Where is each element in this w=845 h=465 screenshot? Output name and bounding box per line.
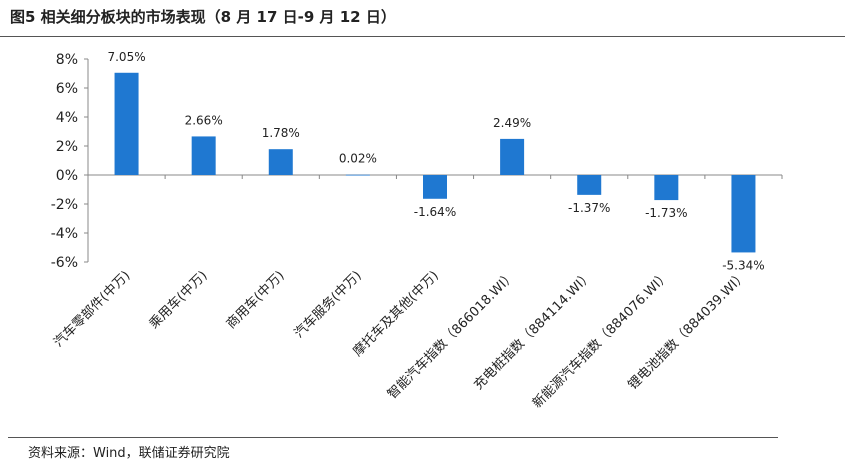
bar bbox=[500, 138, 525, 175]
bar bbox=[345, 174, 370, 176]
bar-value-label: -5.34% bbox=[722, 258, 764, 272]
bars bbox=[114, 72, 756, 253]
x-category-label: 智能汽车指数（866018.WI） bbox=[384, 268, 519, 403]
y-tick-label: 6% bbox=[56, 81, 78, 97]
bar-value-label: -1.37% bbox=[568, 201, 610, 215]
bar bbox=[577, 175, 602, 195]
y-axis: 8% 6% 4% 2% 0% -2% -4% -6% bbox=[51, 52, 89, 271]
bar-value-label: 0.02% bbox=[339, 152, 377, 166]
x-category-label: 汽车服务(中万) bbox=[291, 268, 365, 342]
x-category-label: 商用车(中万) bbox=[223, 268, 287, 332]
bar bbox=[423, 175, 447, 199]
bar bbox=[731, 175, 756, 253]
bar-value-label: 2.66% bbox=[185, 113, 223, 127]
bar bbox=[268, 149, 293, 175]
y-tick-label: 0% bbox=[56, 168, 78, 184]
x-category-label: 新能源汽车指数（884076.WI） bbox=[529, 268, 673, 412]
x-category-label: 汽车零部件(中万) bbox=[51, 268, 134, 351]
y-tick-label: -6% bbox=[51, 255, 78, 271]
figure-title: 图5 相关细分板块的市场表现（8 月 17 日-9 月 12 日） bbox=[10, 8, 396, 26]
bar-value-label: 7.05% bbox=[107, 50, 145, 64]
bar bbox=[654, 175, 679, 201]
bar-value-label: -1.64% bbox=[414, 205, 456, 219]
bar bbox=[191, 136, 216, 175]
bar-value-label: 1.78% bbox=[262, 126, 300, 140]
title-underline bbox=[0, 36, 845, 37]
value-labels: 7.05% 2.66% 1.78% 0.02% -1.64% 2.49% -1.37% -1.… bbox=[107, 50, 764, 273]
y-tick-label: -4% bbox=[51, 226, 78, 242]
y-tick-label: -2% bbox=[51, 197, 78, 213]
bar-value-label: -1.73% bbox=[645, 206, 687, 220]
category-labels: 汽车零部件(中万) 乘用车(中万) 商用车(中万) 汽车服务(中万)摩托车及其他(中万… bbox=[51, 268, 751, 412]
y-tick-label: 4% bbox=[56, 110, 78, 126]
bar-value-label: 2.49% bbox=[493, 116, 531, 130]
source-note: 资料来源：Wind，联储证券研究院 bbox=[28, 446, 230, 461]
x-category-label: 乘用车(中万) bbox=[146, 268, 210, 332]
y-tick-label: 2% bbox=[56, 139, 78, 155]
bar bbox=[114, 72, 139, 175]
x-category-label: 摩托车及其他(中万) bbox=[350, 268, 442, 360]
bar-chart: 8% 6% 4% 2% 0% -2% -4% -6% 7.05% 2.66% 1.78% 0.02%… bbox=[51, 50, 783, 412]
y-tick-label: 8% bbox=[56, 52, 78, 68]
source-divider bbox=[8, 437, 778, 438]
